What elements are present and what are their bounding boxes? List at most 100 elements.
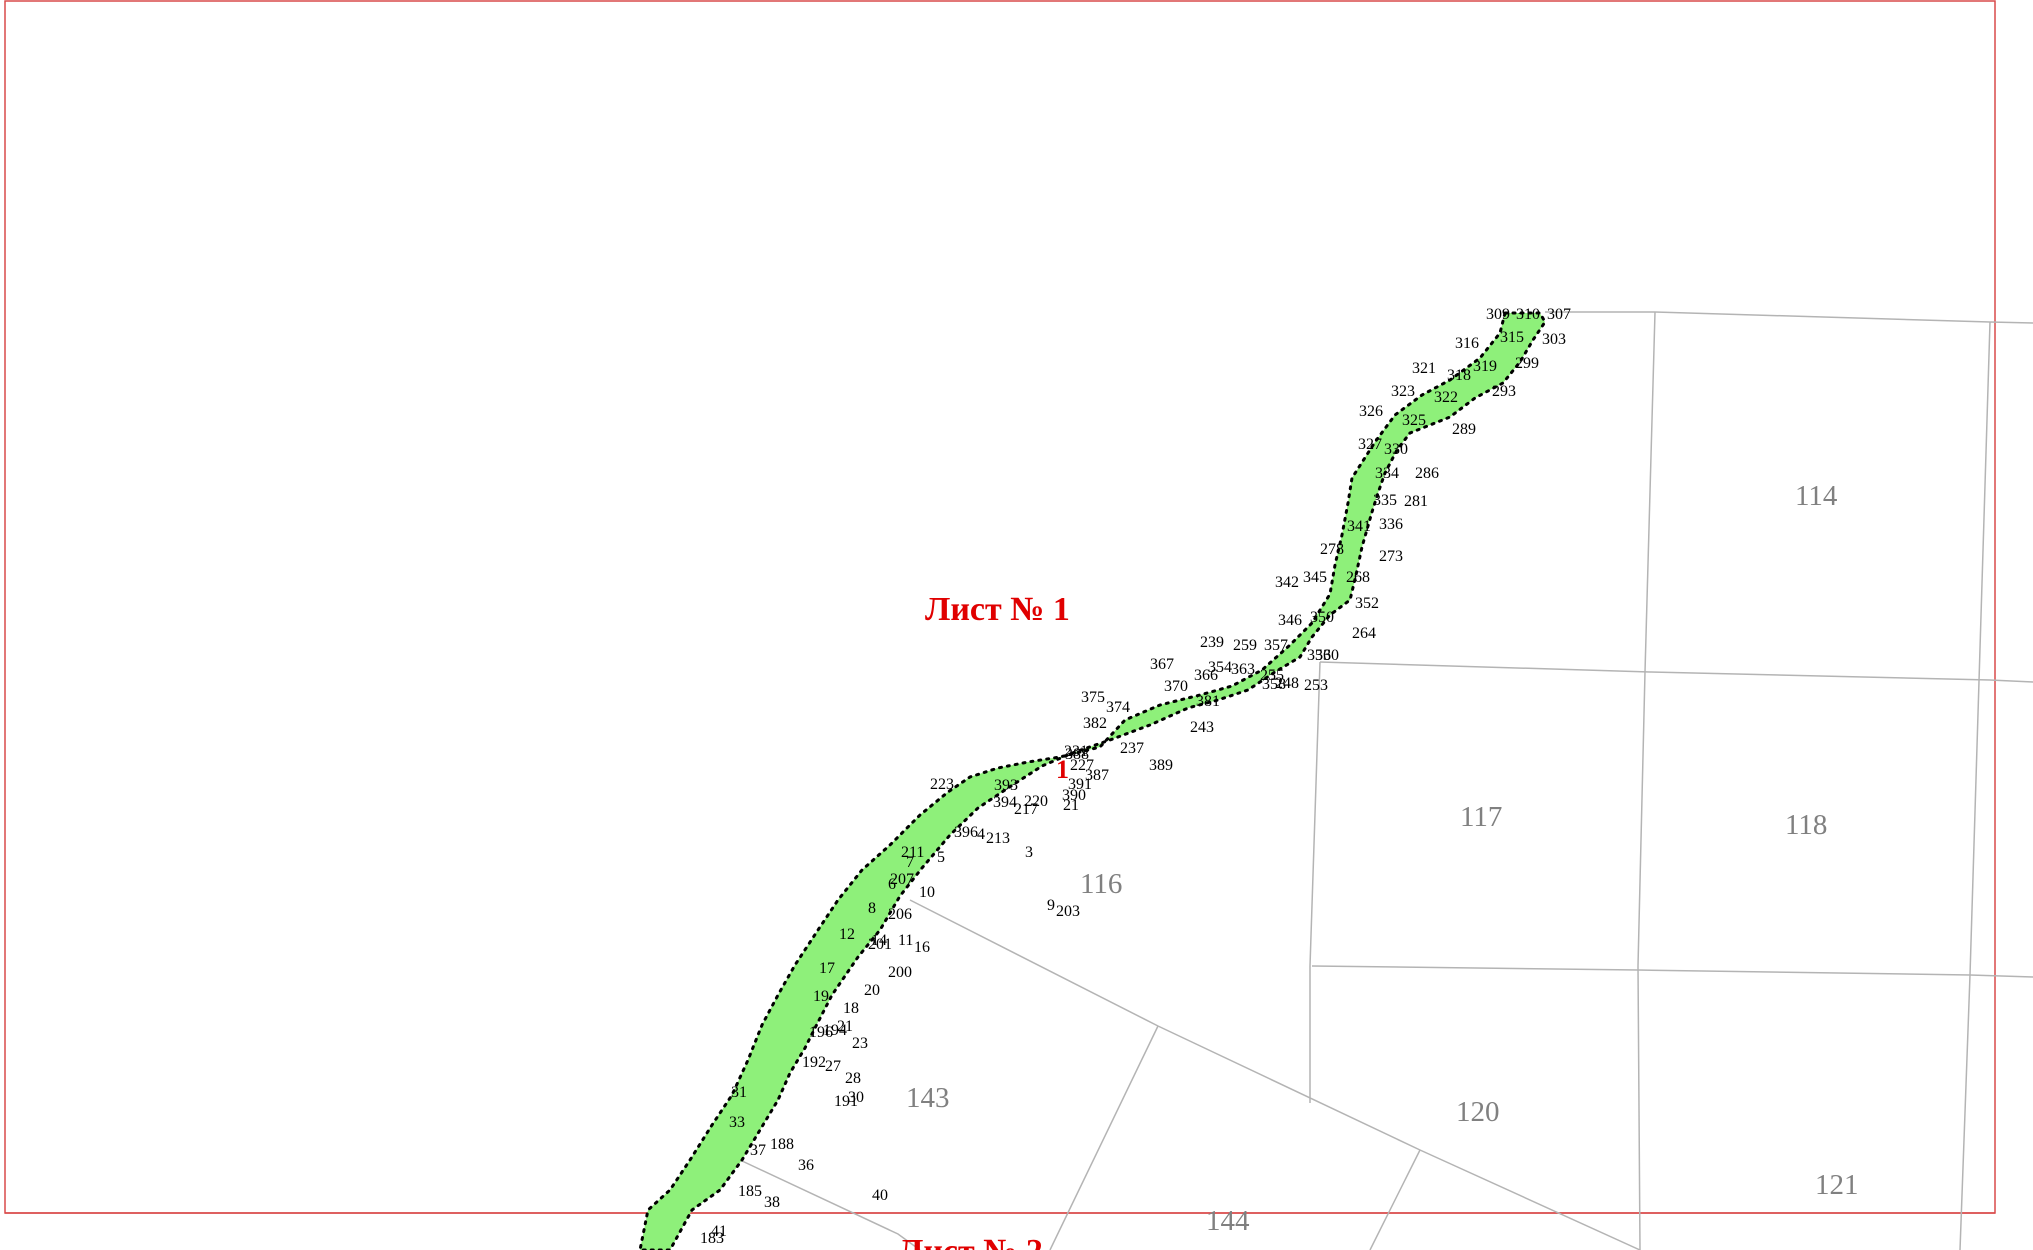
boundary-point-label: 360 <box>1315 647 1339 664</box>
boundary-point-label: 352 <box>1355 595 1379 612</box>
boundary-point-label: 259 <box>1233 637 1257 654</box>
boundary-point-label: 243 <box>1190 719 1214 736</box>
boundary-point-label: 31 <box>731 1084 747 1101</box>
boundary-point-label: 357 <box>1264 637 1288 654</box>
parcel-label: 121 <box>1815 1169 1859 1201</box>
boundary-point-label: 325 <box>1402 412 1426 429</box>
boundary-point-label: 207 <box>890 871 914 888</box>
boundary-point-label: 354 <box>1208 659 1232 676</box>
boundary-point-label: 12 <box>839 926 855 943</box>
boundary-point-label: 293 <box>1492 383 1516 400</box>
boundary-point-label: 273 <box>1379 548 1403 565</box>
boundary-point-label: 7 <box>906 854 914 871</box>
boundary-point-label: 37 <box>750 1142 766 1159</box>
boundary-point-label: 30 <box>848 1089 864 1106</box>
boundary-point-label: 253 <box>1304 677 1328 694</box>
boundary-point-label: 239 <box>1200 634 1224 651</box>
boundary-point-label: 341 <box>1347 518 1371 535</box>
boundary-point-label: 36 <box>798 1157 814 1174</box>
boundary-point-label: 309 <box>1486 306 1510 323</box>
boundary-point-label: 388 <box>1065 746 1089 763</box>
sheet-label-1: Лист № 1 <box>925 591 1070 628</box>
boundary-point-label: 8 <box>868 900 876 917</box>
sheet-label-2: Лист № 2 <box>898 1233 1043 1250</box>
boundary-point-label: 5 <box>937 849 945 866</box>
boundary-point-label: 9 <box>1047 897 1055 914</box>
boundary-point-label: 201 <box>868 936 892 953</box>
parcel-boundaries <box>739 311 2033 1250</box>
boundary-point-label: 303 <box>1542 331 1566 348</box>
boundary-point-label: 17 <box>819 960 835 977</box>
parcel-label: 120 <box>1456 1096 1500 1128</box>
boundary-point-label: 335 <box>1373 492 1397 509</box>
boundary-point-label: 350 <box>1310 609 1334 626</box>
boundary-point-label: 390 <box>1062 787 1086 804</box>
boundary-point-label: 387 <box>1085 767 1109 784</box>
boundary-point-label: 382 <box>1083 715 1107 732</box>
boundary-point-label: 323 <box>1391 383 1415 400</box>
boundary-point-label: 3 <box>1025 844 1033 861</box>
boundary-point-label: 334 <box>1375 465 1399 482</box>
boundary-point-label: 185 <box>738 1183 762 1200</box>
boundary-point-label: 237 <box>1120 740 1144 757</box>
boundary-point-label: 336 <box>1379 516 1403 533</box>
boundary-point-label: 217 <box>1014 801 1038 818</box>
boundary-point-label: 38 <box>764 1194 780 1211</box>
boundary-point-label: 374 <box>1106 699 1130 716</box>
boundary-point-label: 28 <box>845 1070 861 1087</box>
boundary-point-label: 346 <box>1278 612 1302 629</box>
boundary-point-label: 363 <box>1231 661 1255 678</box>
boundary-point-label: 393 <box>994 777 1018 794</box>
parcel-label: 117 <box>1460 801 1502 833</box>
boundary-point-label: 27 <box>825 1058 841 1075</box>
boundary-point-label: 188 <box>770 1136 794 1153</box>
boundary-point-label: 391 <box>1068 776 1092 793</box>
parcel-label: 118 <box>1785 809 1827 841</box>
boundary-point-label: 278 <box>1320 541 1344 558</box>
boundary-point-label: 286 <box>1415 465 1439 482</box>
plot-number: 1 <box>1056 755 1069 784</box>
boundary-point-label: 318 <box>1447 367 1471 384</box>
boundary-point-label: 394 <box>993 794 1017 811</box>
boundary-point-label: 200 <box>888 964 912 981</box>
boundary-point-label: 358 <box>1262 676 1286 693</box>
boundary-point-label: 248 <box>1275 675 1299 692</box>
boundary-point-label: 327 <box>1358 436 1382 453</box>
boundary-point-label: 41 <box>711 1223 727 1240</box>
land-plot <box>638 311 1547 1250</box>
boundary-point-label: 227 <box>1070 757 1094 774</box>
boundary-point-label: 19 <box>813 988 829 1005</box>
parcel-label: 143 <box>906 1082 950 1114</box>
boundary-point-label: 268 <box>1346 569 1370 586</box>
boundary-point-label: 220 <box>1024 793 1048 810</box>
boundary-point-label: 315 <box>1500 329 1524 346</box>
boundary-point-label: 345 <box>1303 569 1327 586</box>
boundary-point-label: 20 <box>864 982 880 999</box>
boundary-point-label: 370 <box>1164 678 1188 695</box>
boundary-point-label: 6 <box>888 876 896 893</box>
boundary-point-label: 375 <box>1081 689 1105 706</box>
boundary-point-label: 231 <box>1064 743 1088 760</box>
boundary-point-label: 289 <box>1452 421 1476 438</box>
boundary-point-label: 223 <box>930 776 954 793</box>
boundary-point-label: 255 <box>1260 667 1284 684</box>
boundary-point-label: 18 <box>843 1000 859 1017</box>
boundary-point-label: 23 <box>852 1035 868 1052</box>
boundary-point-label: 367 <box>1150 656 1174 673</box>
boundary-point-label: 21 <box>1063 797 1079 814</box>
parcel-label: 116 <box>1080 868 1122 900</box>
boundary-point-label: 330 <box>1384 441 1408 458</box>
boundary-point-label: 326 <box>1359 403 1383 420</box>
boundary-point-label: 213 <box>986 830 1010 847</box>
boundary-point-label: 10 <box>919 884 935 901</box>
boundary-point-label: 206 <box>888 906 912 923</box>
boundary-point-label: 310 <box>1516 306 1540 323</box>
boundary-point-label: 307 <box>1547 306 1571 323</box>
boundary-point-label: 321 <box>1412 360 1436 377</box>
boundary-point-label: 192 <box>802 1054 826 1071</box>
boundary-point-label: 16 <box>914 939 930 956</box>
boundary-point-label: 299 <box>1515 355 1539 372</box>
boundary-point-label: 281 <box>1404 493 1428 510</box>
